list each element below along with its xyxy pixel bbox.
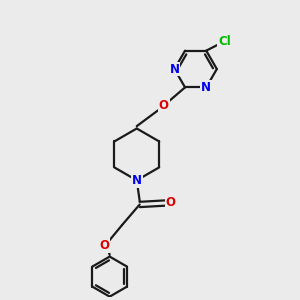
Text: O: O [99,239,110,252]
Text: N: N [132,174,142,187]
Text: O: O [166,196,176,209]
Text: Cl: Cl [218,35,231,48]
Text: O: O [159,99,169,112]
Text: N: N [201,81,211,94]
Text: N: N [169,62,179,76]
